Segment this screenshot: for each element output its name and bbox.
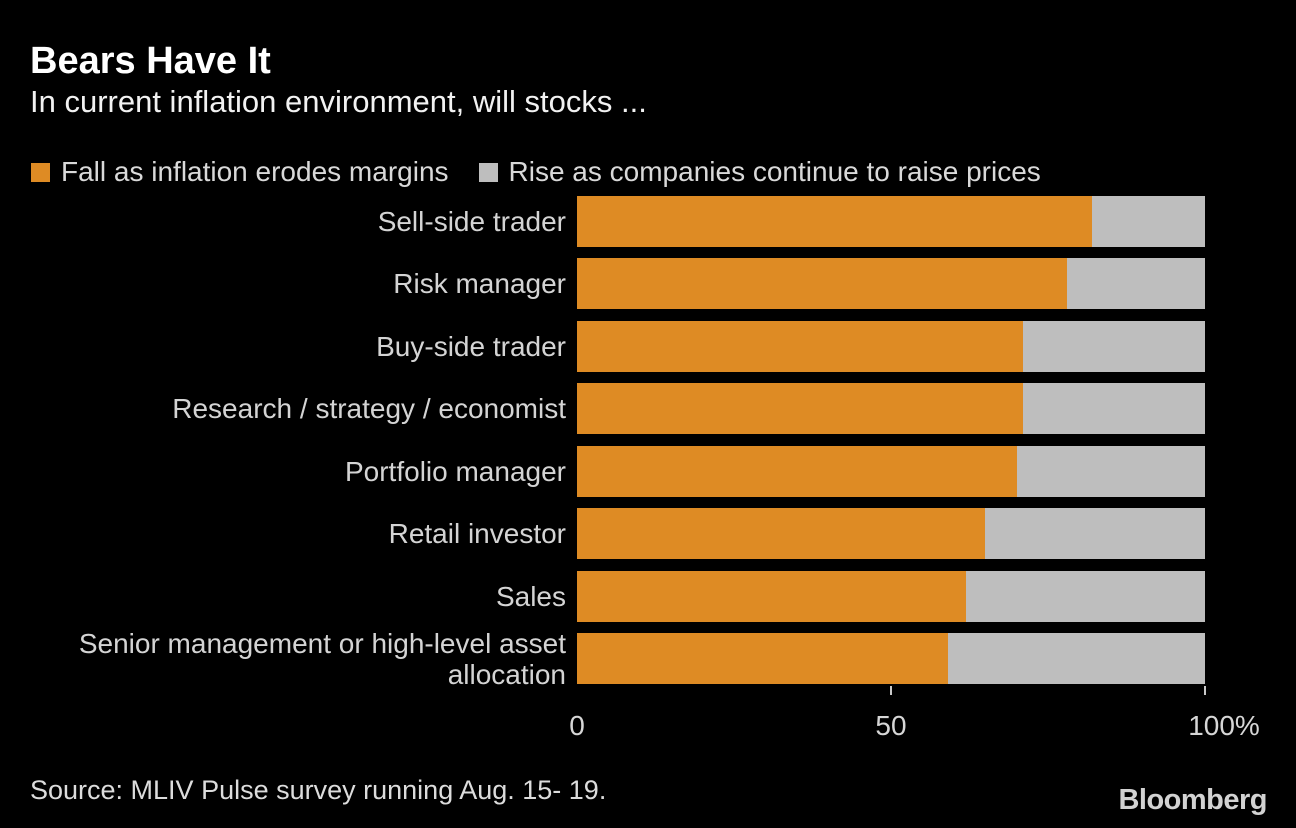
bar-rise-segment	[577, 571, 1205, 622]
bar-fall-segment	[577, 571, 967, 622]
bar-rise-segment	[577, 633, 1205, 684]
bloomberg-logo: Bloomberg	[1118, 784, 1267, 816]
bar-rise-segment	[577, 258, 1205, 309]
axis-tick-label: 0	[569, 710, 585, 741]
chart-row: Senior management or high-level asset al…	[0, 627, 1296, 690]
chart-row: Buy-side trader	[0, 321, 1296, 372]
axis-tick-mark	[1204, 686, 1206, 695]
chart-row: Sell-side trader	[0, 196, 1296, 247]
legend-item-rise: Rise as companies continue to raise pric…	[478, 156, 1041, 188]
legend-label: Fall as inflation erodes margins	[61, 156, 449, 187]
chart-subtitle: In current inflation environment, will s…	[30, 84, 647, 119]
category-label: Sell-side trader	[377, 206, 566, 237]
bar-fall-segment	[577, 446, 1017, 497]
bar-fall-segment	[577, 383, 1023, 434]
bar-rise-segment	[577, 383, 1205, 434]
bar-fall-segment	[577, 258, 1067, 309]
legend-label: Rise as companies continue to raise pric…	[508, 156, 1041, 187]
source-note: Source: MLIV Pulse survey running Aug. 1…	[30, 775, 607, 805]
category-label: Retail investor	[388, 518, 566, 549]
page-title: Bears Have It	[30, 40, 271, 82]
legend: Fall as inflation erodes margins Rise as…	[31, 156, 1041, 188]
axis-tick-label: 50	[875, 710, 907, 741]
bar-rise-segment	[577, 508, 1205, 559]
bar-rise-segment	[577, 321, 1205, 372]
chart-row: Portfolio manager	[0, 446, 1296, 497]
chart-row: Research / strategy / economist	[0, 383, 1296, 434]
bar-fall-segment	[577, 633, 948, 684]
legend-swatch-gray-icon	[478, 162, 498, 182]
bar-fall-segment	[577, 321, 1023, 372]
category-label: Risk manager	[393, 268, 566, 299]
category-label: Buy-side trader	[376, 331, 566, 362]
bar-rise-segment	[577, 446, 1205, 497]
legend-swatch-orange-icon	[31, 162, 50, 182]
bar-fall-segment	[577, 508, 986, 559]
category-label: Sales	[495, 581, 566, 612]
chart-row: Sales	[0, 571, 1296, 622]
axis-tick-mark	[890, 686, 892, 695]
chart-row: Risk manager	[0, 258, 1296, 309]
legend-item-fall: Fall as inflation erodes margins	[31, 156, 449, 188]
category-label: Portfolio manager	[344, 456, 566, 487]
category-label: Senior management or high-level asset al…	[78, 627, 566, 690]
bar-rise-segment	[577, 196, 1205, 247]
bar-fall-segment	[577, 196, 1092, 247]
chart-row: Retail investor	[0, 508, 1296, 559]
axis-tick-label: 100%	[1188, 710, 1260, 741]
category-label: Research / strategy / economist	[172, 393, 566, 424]
